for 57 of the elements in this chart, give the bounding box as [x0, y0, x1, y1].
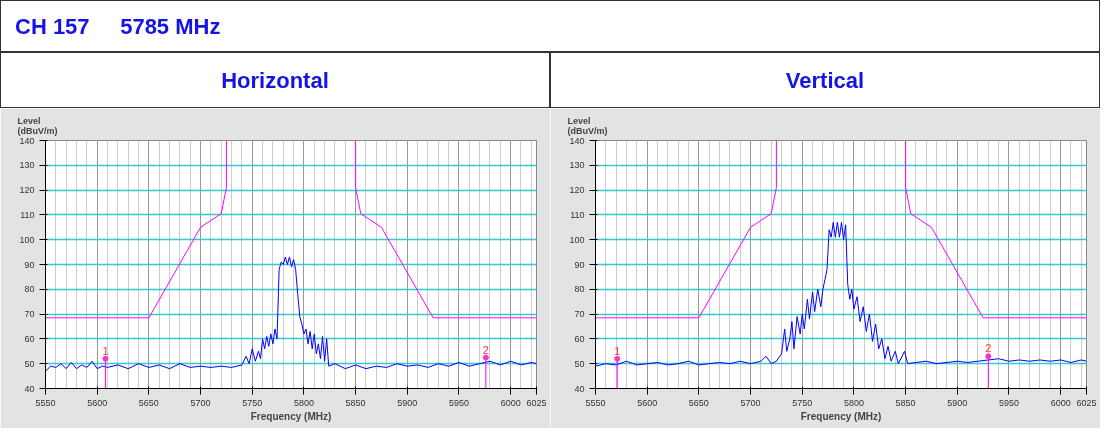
y-tick-label: 120	[569, 185, 585, 196]
y-tick-label: 90	[24, 259, 35, 270]
x-tick-label: 5850	[895, 397, 916, 408]
y-tick-label: 140	[19, 135, 35, 146]
y-tick-label: 60	[574, 333, 585, 344]
x-tick-label: 5550	[585, 397, 606, 408]
x-tick-label: 6000	[500, 397, 521, 408]
x-tick-label: 5700	[740, 397, 761, 408]
x-tick-label: 5650	[138, 397, 159, 408]
y-tick-label: 100	[569, 234, 585, 245]
annotation: 1	[102, 344, 109, 357]
x-tick-label: 5900	[947, 397, 968, 408]
x-tick-label: 5550	[35, 397, 56, 408]
y-tick-label: 50	[574, 358, 585, 369]
y-tick-label: 70	[574, 309, 585, 320]
y-tick-label: 130	[19, 160, 35, 171]
y-tick-label: 50	[24, 358, 35, 369]
line-series	[595, 221, 1087, 367]
x-tick-label: 5900	[397, 397, 418, 408]
y-tick-label: 40	[574, 383, 585, 394]
x-axis-title: Frequency (MHz)	[800, 410, 882, 422]
annotation: 2	[482, 343, 489, 356]
y-tick-label: 60	[24, 333, 35, 344]
y-tick-label: 120	[19, 185, 35, 196]
x-tick-label: 5600	[87, 397, 108, 408]
y-tick-label: 110	[570, 209, 585, 220]
annotation: 2	[985, 342, 992, 355]
y-tick-label: 130	[569, 160, 585, 171]
y-axis-title: Level (dBuV/m)	[567, 115, 608, 136]
text: CH 157 5785 MHz	[15, 14, 221, 39]
x-tick-label: 6025	[1076, 397, 1097, 408]
x-tick-label: 5850	[345, 397, 366, 408]
y-tick-label: 140	[569, 135, 585, 146]
x-tick-label: 5950	[448, 397, 469, 408]
x-tick-label: 5800	[843, 397, 864, 408]
x-tick-label: 5950	[998, 397, 1019, 408]
y-tick-label: 90	[574, 259, 585, 270]
y-axis-title: Level (dBuV/m)	[17, 115, 58, 136]
x-tick-label: 5600	[637, 397, 658, 408]
x-tick-label: 5750	[242, 397, 263, 408]
x-tick-label: 5650	[688, 397, 709, 408]
chart-title: Vertical	[785, 67, 865, 95]
chart-title: Horizontal	[221, 67, 329, 95]
y-tick-label: 110	[20, 209, 35, 220]
y-tick-label: 40	[24, 383, 35, 394]
x-axis-title: Frequency (MHz)	[250, 410, 332, 422]
y-tick-label: 100	[19, 234, 35, 245]
x-tick-label: 6000	[1050, 397, 1071, 408]
annotation: 1	[614, 344, 621, 357]
y-tick-label: 70	[24, 309, 35, 320]
x-tick-label: 5750	[792, 397, 813, 408]
x-tick-label: 5800	[293, 397, 314, 408]
x-tick-label: 5700	[190, 397, 211, 408]
line-series	[45, 256, 537, 372]
x-tick-label: 6025	[526, 397, 547, 408]
y-tick-label: 80	[24, 284, 35, 295]
y-tick-label: 80	[574, 284, 585, 295]
